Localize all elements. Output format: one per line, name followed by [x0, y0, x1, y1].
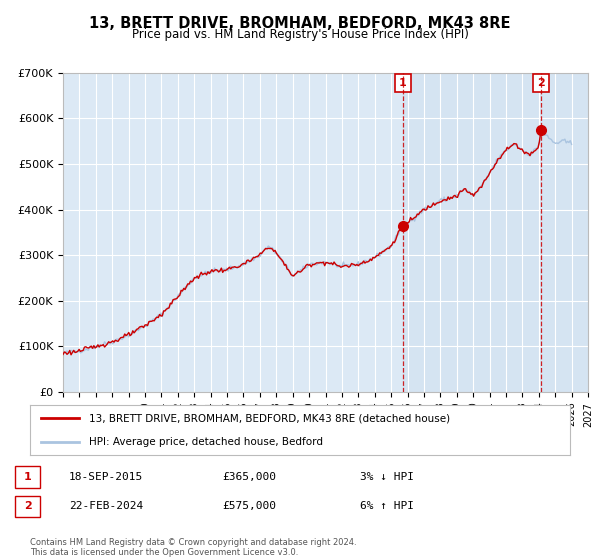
Text: 6% ↑ HPI: 6% ↑ HPI — [360, 501, 414, 511]
Text: 2: 2 — [24, 501, 31, 511]
Text: 1: 1 — [399, 78, 407, 88]
Text: 22-FEB-2024: 22-FEB-2024 — [69, 501, 143, 511]
Text: 13, BRETT DRIVE, BROMHAM, BEDFORD, MK43 8RE: 13, BRETT DRIVE, BROMHAM, BEDFORD, MK43 … — [89, 16, 511, 31]
Text: 3% ↓ HPI: 3% ↓ HPI — [360, 472, 414, 482]
Text: 2: 2 — [537, 78, 545, 88]
Text: 1: 1 — [24, 472, 31, 482]
Text: £575,000: £575,000 — [222, 501, 276, 511]
Text: £365,000: £365,000 — [222, 472, 276, 482]
Text: HPI: Average price, detached house, Bedford: HPI: Average price, detached house, Bedf… — [89, 437, 323, 447]
Bar — [403, 73, 588, 392]
Text: Contains HM Land Registry data © Crown copyright and database right 2024.
This d: Contains HM Land Registry data © Crown c… — [30, 538, 356, 557]
Text: Price paid vs. HM Land Registry's House Price Index (HPI): Price paid vs. HM Land Registry's House … — [131, 28, 469, 41]
Text: 13, BRETT DRIVE, BROMHAM, BEDFORD, MK43 8RE (detached house): 13, BRETT DRIVE, BROMHAM, BEDFORD, MK43 … — [89, 413, 451, 423]
Text: 18-SEP-2015: 18-SEP-2015 — [69, 472, 143, 482]
